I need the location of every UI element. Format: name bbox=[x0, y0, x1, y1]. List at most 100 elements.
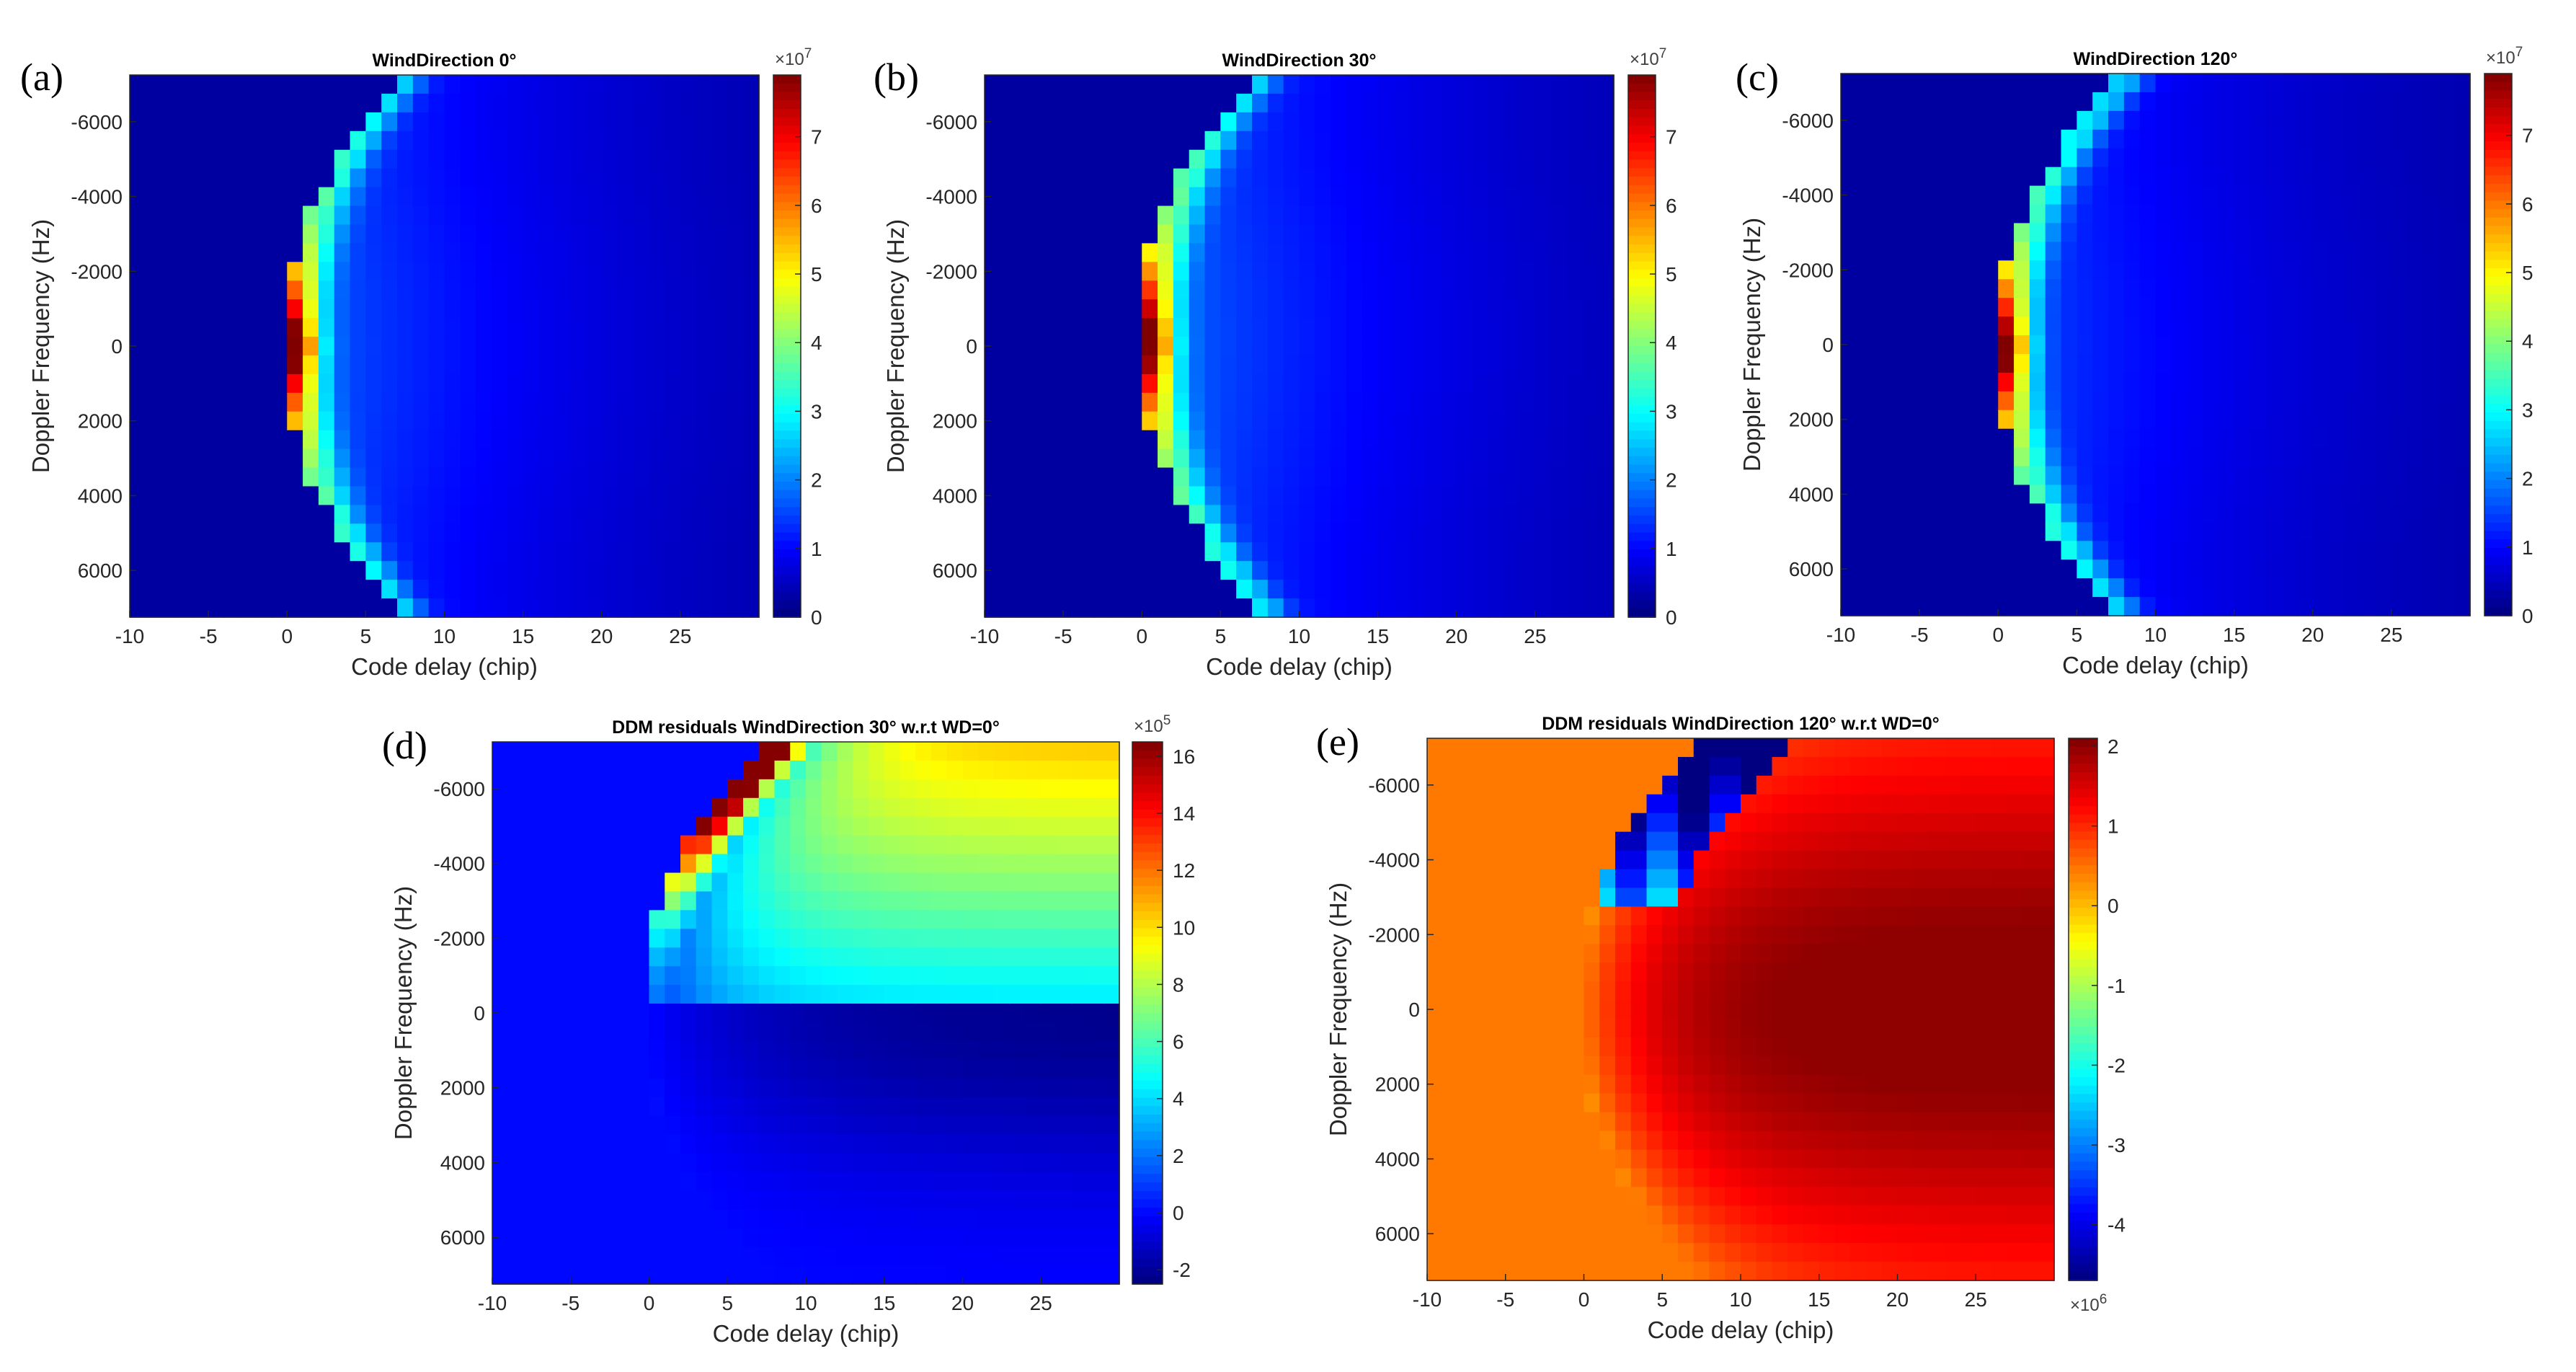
heatmap-cell bbox=[1966, 410, 1984, 430]
heatmap-cell bbox=[1299, 486, 1316, 506]
heatmap-cell bbox=[492, 1078, 509, 1098]
heatmap-cell bbox=[2376, 466, 2392, 486]
heatmap-cell bbox=[1331, 130, 1347, 151]
heatmap-cell bbox=[145, 523, 162, 544]
heatmap-cell bbox=[743, 1078, 760, 1098]
heatmap-cell bbox=[303, 75, 319, 94]
heatmap-cell bbox=[2328, 92, 2345, 112]
heatmap-cell bbox=[711, 966, 729, 986]
heatmap-cell bbox=[837, 1115, 854, 1136]
heatmap-cell bbox=[1283, 355, 1300, 375]
heatmap-cell bbox=[271, 75, 288, 94]
heatmap-cell bbox=[2187, 522, 2203, 542]
heatmap-cell bbox=[271, 149, 288, 169]
heatmap-cell bbox=[1204, 337, 1222, 356]
heatmap-cell bbox=[1998, 129, 2015, 149]
heatmap-cell bbox=[1582, 224, 1599, 244]
heatmap-cell bbox=[1362, 486, 1379, 506]
heatmap-cell bbox=[2344, 503, 2361, 523]
heatmap-cell bbox=[476, 448, 492, 469]
heatmap-cell bbox=[255, 243, 272, 263]
heatmap-cell bbox=[1063, 523, 1080, 544]
heatmap-cell bbox=[334, 168, 351, 188]
heatmap-cell bbox=[2249, 298, 2267, 317]
heatmap-cell bbox=[696, 1078, 713, 1098]
heatmap-cell bbox=[1025, 1265, 1042, 1285]
heatmap-cell bbox=[1000, 392, 1017, 412]
heatmap-cell bbox=[1456, 373, 1473, 394]
heatmap-cell bbox=[711, 448, 729, 469]
heatmap-cell bbox=[711, 872, 729, 893]
heatmap-cell bbox=[727, 430, 744, 450]
heatmap-cell bbox=[2438, 279, 2455, 298]
heatmap-cell bbox=[492, 1097, 509, 1117]
heatmap-cell bbox=[2187, 578, 2203, 598]
y-tick-label: 6000 bbox=[78, 559, 123, 582]
heatmap-cell bbox=[2202, 298, 2219, 317]
heatmap-cell bbox=[649, 280, 665, 300]
heatmap-cell bbox=[1904, 74, 1920, 93]
heatmap-cell bbox=[2139, 578, 2157, 598]
heatmap-cell bbox=[711, 262, 729, 282]
heatmap-cell bbox=[1362, 280, 1379, 300]
heatmap-cell bbox=[130, 598, 146, 618]
heatmap-cell bbox=[1016, 224, 1033, 244]
heatmap-cell bbox=[523, 1209, 541, 1229]
heatmap-cell bbox=[538, 373, 556, 394]
heatmap-cell bbox=[1566, 392, 1584, 412]
heatmap-cell bbox=[884, 742, 901, 761]
heatmap-cell bbox=[946, 742, 964, 761]
heatmap-cell bbox=[680, 411, 697, 431]
heatmap-cell bbox=[397, 75, 414, 94]
heatmap-cell bbox=[1440, 392, 1457, 412]
heatmap-cell bbox=[1031, 112, 1049, 132]
heatmap-cell bbox=[665, 1247, 681, 1266]
x-tick-label: 0 bbox=[1136, 625, 1147, 647]
heatmap-cell bbox=[696, 373, 713, 394]
heatmap-cell bbox=[1204, 448, 1222, 469]
heatmap-cell bbox=[696, 337, 713, 356]
heatmap-cell bbox=[633, 760, 650, 780]
colorbar-swatch bbox=[2484, 327, 2512, 337]
heatmap-cell bbox=[570, 598, 587, 618]
heatmap-cell bbox=[806, 1004, 822, 1023]
heatmap-cell bbox=[1331, 280, 1347, 300]
heatmap-cells bbox=[130, 75, 760, 618]
heatmap-cell bbox=[2108, 317, 2125, 336]
heatmap-cell bbox=[1935, 167, 1952, 187]
heatmap-cell bbox=[1935, 541, 1952, 561]
heatmap-cell bbox=[2312, 317, 2329, 336]
heatmap-cell bbox=[665, 243, 681, 263]
heatmap-cell bbox=[1472, 149, 1489, 169]
heatmap-cell bbox=[2344, 447, 2361, 467]
heatmap-cell bbox=[1094, 505, 1111, 525]
heatmap-cell bbox=[334, 93, 351, 113]
heatmap-cell bbox=[1016, 205, 1033, 226]
heatmap-cell bbox=[523, 486, 540, 506]
heatmap-cell bbox=[1031, 243, 1049, 263]
heatmap-cell bbox=[2155, 317, 2172, 336]
heatmap-cell bbox=[1535, 355, 1552, 375]
heatmap-cell bbox=[539, 1004, 556, 1023]
heatmap-cell bbox=[444, 187, 461, 207]
heatmap-cell bbox=[2344, 242, 2361, 262]
heatmap-cell bbox=[618, 985, 634, 1004]
heatmap-cell bbox=[2265, 447, 2282, 467]
y-tick-label: 2000 bbox=[1789, 409, 1834, 431]
heatmap-cell bbox=[271, 93, 288, 113]
heatmap-cell bbox=[602, 816, 618, 836]
heatmap-cell bbox=[1315, 280, 1331, 300]
heatmap-cell bbox=[570, 1134, 587, 1154]
heatmap-cell bbox=[1088, 872, 1105, 893]
heatmap-cell bbox=[538, 411, 556, 431]
heatmap-cell bbox=[1331, 505, 1347, 525]
heatmap-cell bbox=[1472, 130, 1489, 151]
heatmap-cell bbox=[1220, 580, 1238, 599]
heatmap-cell bbox=[1000, 149, 1017, 169]
colorbar-swatch bbox=[1628, 218, 1656, 229]
heatmap-cell bbox=[1841, 466, 1857, 486]
heatmap-cell bbox=[223, 505, 241, 525]
heatmap-cell bbox=[130, 486, 146, 506]
heatmap-cell bbox=[1142, 448, 1158, 469]
heatmap-cell bbox=[774, 1115, 791, 1136]
